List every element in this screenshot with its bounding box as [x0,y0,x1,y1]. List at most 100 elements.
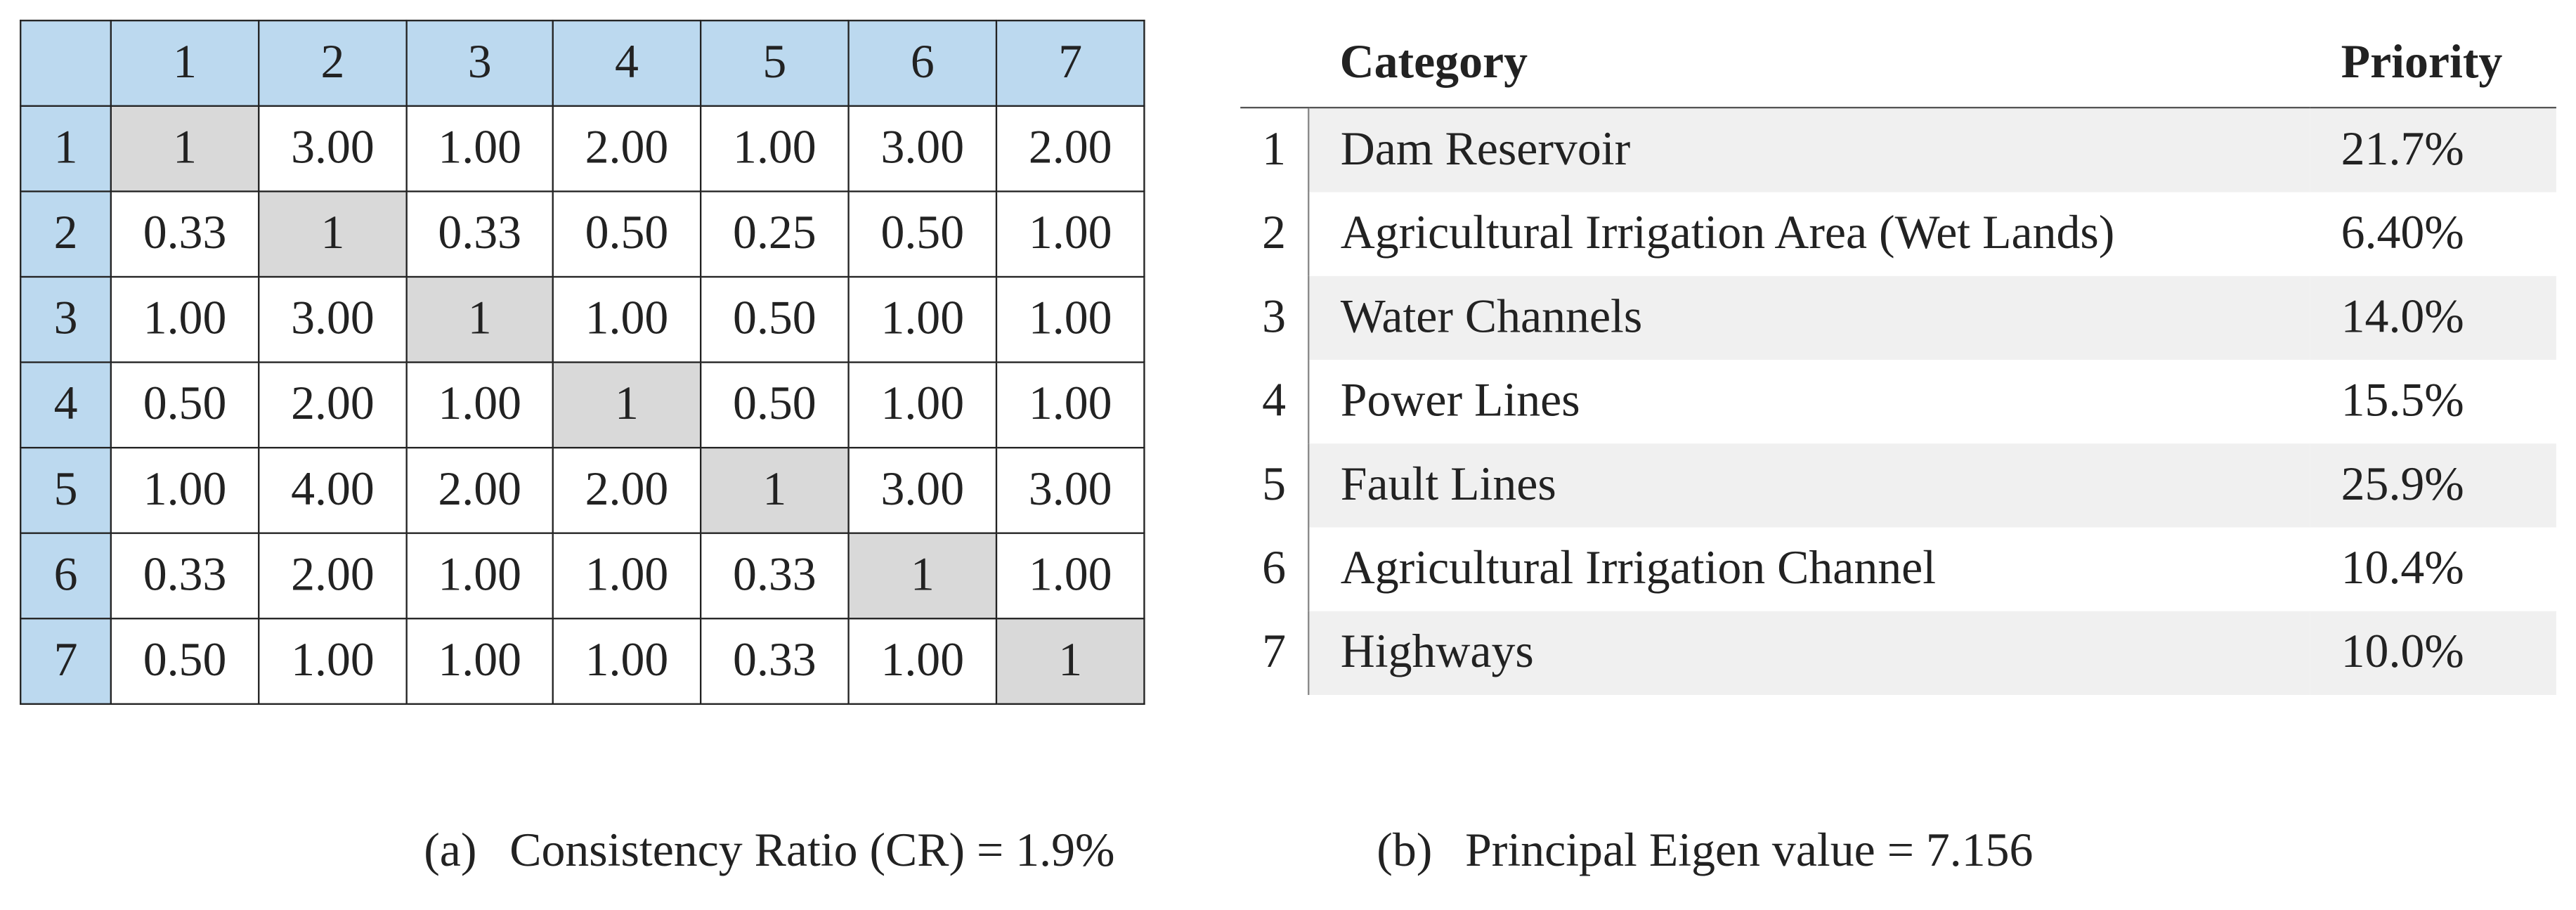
matrix-cell: 3.00 [258,105,408,193]
row-index: 5 [1240,443,1310,528]
caption-label: (a) [424,824,477,878]
priority-row: 3 Water Channels 14.0% [1240,275,2556,360]
column-header: 6 [847,20,998,107]
matrix-cell: 1.00 [995,361,1145,449]
matrix-cell: 3.00 [258,275,408,363]
matrix-cell: 1 [699,446,850,534]
matrix-cell: 1 [552,361,702,449]
row-header: 1 [20,105,112,193]
matrix-cell: 0.50 [699,275,850,363]
priority-row: 5 Fault Lines 25.9% [1240,443,2556,528]
priority: 10.4% [2341,542,2464,595]
column-header: 4 [552,20,702,107]
matrix-cell: 1.00 [995,275,1145,363]
priority: 21.7% [2310,108,2556,193]
row-header: 5 [20,446,112,534]
matrix-cell: 2.00 [258,532,408,620]
matrix-row: 2 0.33 1 0.33 0.50 0.25 0.50 1.00 [20,190,1145,278]
matrix-cell: 1.00 [552,618,702,706]
priority: 14.0% [2310,275,2556,360]
matrix-cell: 1.00 [405,105,554,193]
comparison-matrix: 1 2 3 4 5 6 7 1 1 3.00 1.00 2.00 1.00 3.00 2.00 2 0.33 1 0… [20,20,1145,706]
category: Power Lines [1340,375,1580,427]
column-header: 2 [258,20,408,107]
matrix-cell: 2.00 [405,446,554,534]
row-index: 1 [1240,108,1310,193]
matrix-cell: 0.50 [847,190,998,278]
matrix-row: 5 1.00 4.00 2.00 2.00 1 3.00 3.00 [20,446,1145,534]
header-row: Category Priority [1240,20,2556,109]
matrix-cell: 2.00 [995,105,1145,193]
matrix-cell: 1 [258,190,408,278]
matrix-cell: 1.00 [258,618,408,706]
matrix-cell: 0.50 [110,361,260,449]
priority-row: 7 Highways 10.0% [1240,611,2556,695]
matrix-cell: 0.50 [552,190,702,278]
matrix-cell: 2.00 [552,105,702,193]
matrix-row: 4 0.50 2.00 1.00 1 0.50 1.00 1.00 [20,361,1145,449]
matrix-cell: 3.00 [847,105,998,193]
priority-row: 2 Agricultural Irrigation Area (Wet Lands… [1240,192,2556,276]
priority: 10.0% [2310,611,2556,695]
matrix-cell: 1.00 [552,532,702,620]
row-index: 4 [1240,360,1310,444]
matrix-cell: 1.00 [405,532,554,620]
category: Dam Reservoir [1308,108,2310,193]
index-header [1240,20,1309,109]
row-index: 3 [1240,275,1310,360]
column-header: 5 [699,20,850,107]
caption: (a) Consistency Ratio (CR) = 1.9% [424,825,1114,879]
matrix-cell: 1 [110,105,260,193]
matrix-row: 6 0.33 2.00 1.00 1.00 0.33 1 1.00 [20,532,1145,620]
matrix-row: 3 1.00 3.00 1 1.00 0.50 1.00 1.00 [20,275,1145,363]
matrix-cell: 1.00 [847,618,998,706]
matrix-cell: 1 [847,532,998,620]
category: Agricultural Irrigation Channel [1340,542,1937,595]
column-header: 1 [110,20,260,107]
matrix-cell: 3.00 [847,446,998,534]
priority-row: 1 Dam Reservoir 21.7% [1240,108,2556,193]
row-index: 6 [1240,527,1310,611]
matrix-cell: 0.33 [110,532,260,620]
matrix-cell: 0.33 [699,618,850,706]
matrix-cell: 2.00 [258,361,408,449]
matrix-cell: 1 [995,618,1145,706]
row-index: 7 [1240,611,1310,695]
row-index: 2 [1240,192,1310,276]
category: Fault Lines [1308,443,2310,528]
matrix-cell: 1.00 [699,105,850,193]
matrix-cell: 1.00 [847,275,998,363]
row-header: 6 [20,532,112,620]
priority-row: 6 Agricultural Irrigation Channel 10.4% [1240,527,2556,611]
matrix-cell: 0.33 [405,190,554,278]
column-header: Category [1308,20,2310,109]
matrix-cell: 1.00 [995,532,1145,620]
matrix-cell: 2.00 [552,446,702,534]
priority-table: Category Priority 1 Dam Reservoir 21.7% 2 Agri… [1240,20,2556,695]
matrix-cell: 0.50 [699,361,850,449]
priority: 6.40% [2341,207,2464,260]
category: Water Channels [1308,275,2310,360]
matrix-cell: 0.33 [110,190,260,278]
caption-label: (b) [1377,824,1433,878]
caption: (b) Principal Eigen value = 7.156 [1377,825,2033,879]
matrix-cell: 1.00 [405,618,554,706]
category: Highways [1308,611,2310,695]
row-header: 7 [20,618,112,706]
category: Agricultural Irrigation Area (Wet Lands) [1340,207,2115,260]
matrix-cell: 0.33 [699,532,850,620]
priority: 25.9% [2310,443,2556,528]
matrix-cell: 1.00 [110,275,260,363]
priority: 15.5% [2341,375,2464,427]
matrix-row: 1 1 3.00 1.00 2.00 1.00 3.00 2.00 [20,105,1145,193]
matrix-cell: 1 [405,275,554,363]
matrix-cell: 1.00 [847,361,998,449]
matrix-cell: 1.00 [995,190,1145,278]
matrix-cell: 0.50 [110,618,260,706]
matrix-cell: 0.25 [699,190,850,278]
row-header: 4 [20,361,112,449]
corner-cell [20,20,112,107]
